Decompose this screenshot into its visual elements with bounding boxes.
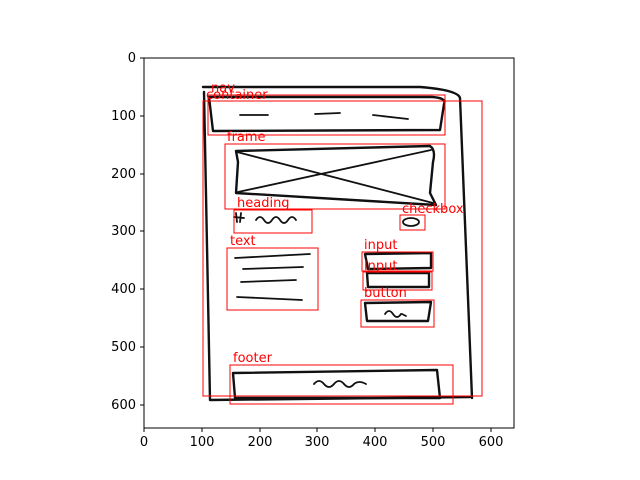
frame-label: frame	[227, 130, 266, 145]
y-tick-label: 400	[111, 282, 136, 297]
x-tick-label: 200	[248, 435, 273, 450]
input-2-box	[362, 271, 433, 291]
y-tick-label: 600	[111, 398, 136, 413]
input-1-label: input	[364, 238, 397, 253]
y-tick-label: 500	[111, 340, 136, 355]
input-2-label: input	[364, 259, 397, 274]
text-label: text	[230, 234, 256, 249]
x-tick-label: 0	[140, 435, 148, 450]
nav-bar-sketch	[207, 95, 446, 133]
checkbox-box	[399, 214, 426, 231]
y-axis: 0 100 200 300 400 500 600	[111, 51, 144, 413]
x-tick-label: 100	[190, 435, 215, 450]
x-tick-label: 500	[421, 435, 446, 450]
input-1-sketch	[363, 251, 433, 271]
annotation-labels: nav container frame heading checkbox tex…	[206, 81, 464, 366]
checkbox-sketch	[402, 217, 420, 227]
container-box	[202, 100, 483, 397]
checkbox-label: checkbox	[402, 202, 464, 217]
nav-box	[207, 94, 446, 136]
heading-sketch	[233, 212, 297, 224]
heading-box	[233, 209, 313, 234]
x-tick-label: 400	[363, 435, 388, 450]
footer-box	[229, 364, 454, 405]
input-2-sketch	[365, 271, 431, 289]
text-box	[226, 247, 319, 311]
footer-label: footer	[233, 351, 273, 366]
x-tick-label: 300	[305, 435, 330, 450]
container-label: container	[206, 88, 268, 103]
button-box	[360, 299, 435, 328]
frame-sketch	[234, 144, 438, 207]
y-tick-label: 100	[111, 109, 136, 124]
y-tick-label: 300	[111, 224, 136, 239]
wireframe-sketch	[201, 85, 474, 402]
button-label: button	[364, 286, 407, 301]
footer-text-sketch	[313, 380, 367, 388]
input-1-box	[361, 251, 434, 272]
x-tick-label: 600	[479, 435, 504, 450]
y-tick-label: 200	[111, 167, 136, 182]
footer-sketch	[231, 368, 442, 400]
text-lines-sketch	[234, 253, 311, 301]
frame-cross-sketch	[236, 149, 434, 204]
y-tick-label: 0	[128, 51, 136, 66]
heading-label: heading	[237, 196, 290, 211]
nav-links-sketch	[239, 112, 409, 120]
frame-box	[224, 143, 446, 210]
nav-label: nav	[211, 81, 235, 96]
button-sketch	[363, 300, 433, 323]
annotation-boxes	[202, 94, 483, 405]
x-axis: 0 100 200 300 400 500 600	[140, 428, 504, 450]
button-label-sketch	[384, 310, 407, 318]
